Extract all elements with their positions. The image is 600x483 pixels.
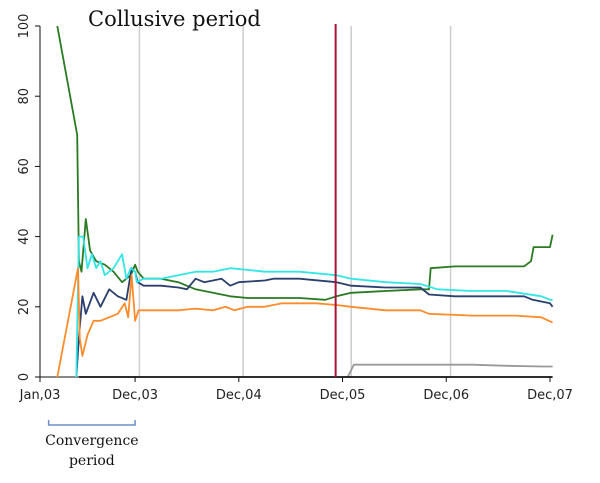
- y-tick-label-100: 100: [17, 14, 32, 39]
- y-tick-label-80: 80: [17, 88, 32, 105]
- convergence-bracket: [47, 420, 136, 426]
- convergence-period-annotation: Convergence period: [45, 420, 139, 469]
- chart-title: Collusive period: [88, 7, 261, 31]
- x-tick-label-5: Dec,07: [527, 388, 573, 403]
- vertical-gridlines: [138, 26, 452, 377]
- x-tick-label-0: Jan,03: [19, 388, 61, 403]
- x-tick-label-3: Dec,05: [320, 388, 366, 403]
- y-tick-label-20: 20: [17, 299, 32, 316]
- x-tick-labels: Jan,03 Dec,03 Dec,04 Dec,05 Dec,06 Dec,07: [19, 377, 573, 403]
- y-tick-label-40: 40: [17, 228, 32, 245]
- y-tick-labels: 0 20 40 60 80 100: [17, 14, 40, 381]
- series-line-1: [75, 267, 554, 378]
- series-line-3: [56, 267, 553, 378]
- x-tick-label-2: Dec,04: [216, 388, 262, 403]
- series-line-0: [56, 25, 554, 301]
- x-tick-label-1: Dec,03: [112, 388, 158, 403]
- y-tick-label-0: 0: [17, 373, 32, 381]
- y-tick-label-60: 60: [17, 158, 32, 175]
- series-line-2: [75, 235, 553, 378]
- axes: [39, 26, 550, 378]
- annotation-label-line-2: period: [69, 453, 115, 469]
- annotation-label-line-1: Convergence: [45, 433, 138, 449]
- series-line-4: [346, 363, 553, 378]
- series-lines: [56, 25, 554, 378]
- x-tick-label-4: Dec,06: [423, 388, 469, 403]
